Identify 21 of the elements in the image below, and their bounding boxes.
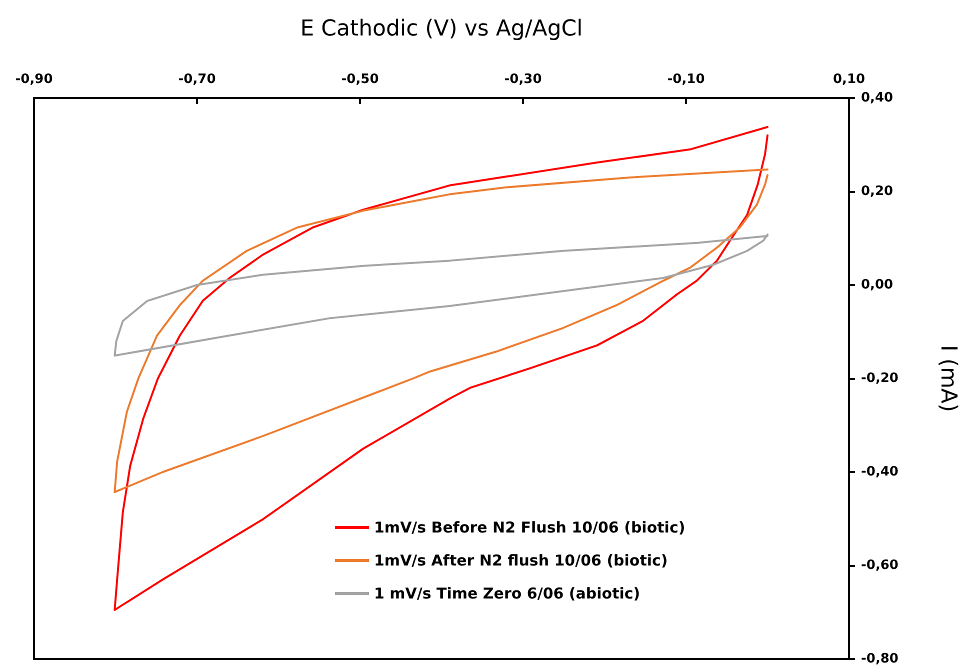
- line-series: [114, 126, 768, 611]
- x-tick-label: 0,10: [832, 72, 866, 87]
- y-tick-label: -0,40: [861, 464, 898, 480]
- y-tick-label: -0,80: [861, 652, 898, 666]
- y-tick-label: -0,60: [861, 558, 898, 573]
- legend-label: 1mV/s Before N2 Flush 10/06 (biotic): [374, 518, 686, 536]
- x-tick-label: -0,50: [341, 72, 379, 87]
- y-tick-label: 0,40: [861, 90, 894, 106]
- y-tick-label: -0,20: [861, 371, 898, 386]
- legend-label: 1 mV/s Time Zero 6/06 (abiotic): [374, 584, 640, 602]
- line-series: [114, 234, 768, 357]
- y-tick-label: 0,00: [861, 278, 894, 292]
- y-axis-title: I (mA): [936, 344, 960, 412]
- y-tick-label: 0,20: [861, 184, 894, 199]
- legend-label: 1mV/s After N2 flush 10/06 (biotic): [374, 552, 668, 570]
- x-tick-label: -0,10: [667, 72, 705, 87]
- x-tick-label: -0,30: [504, 72, 542, 87]
- x-tick-label: -0,70: [178, 72, 216, 87]
- x-axis-title: E Cathodic (V) vs Ag/AgCl: [300, 16, 583, 42]
- x-tick-label: -0,90: [15, 72, 53, 87]
- line-series: [114, 168, 768, 494]
